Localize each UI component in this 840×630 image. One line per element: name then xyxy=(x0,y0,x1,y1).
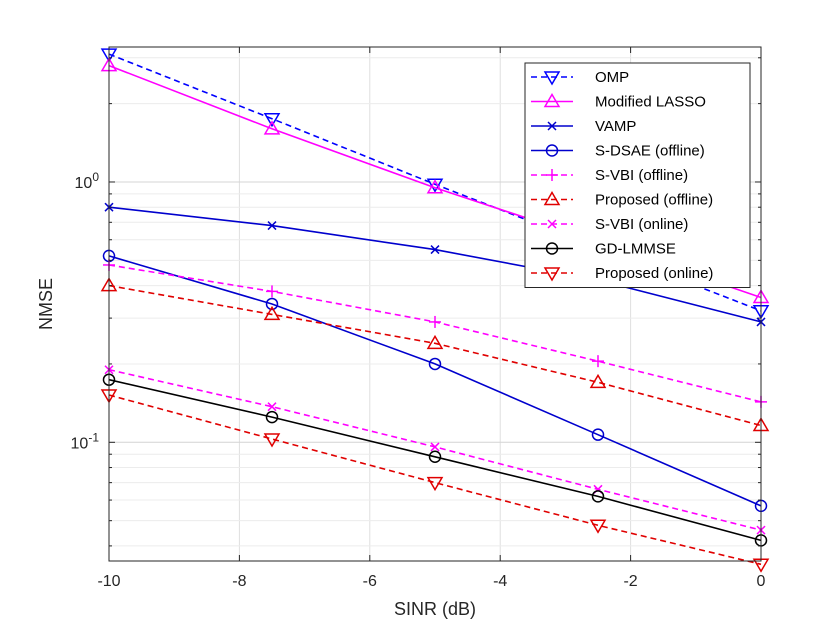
series-line xyxy=(108,378,762,542)
circle-marker xyxy=(265,297,279,311)
circle-marker xyxy=(265,410,279,424)
triangle-up-marker xyxy=(263,305,281,321)
circle-marker xyxy=(545,242,559,255)
legend-entry: S-VBI (online) xyxy=(531,216,688,233)
series-gd-lmmse xyxy=(102,373,768,547)
x-tick-label: 0 xyxy=(757,573,766,590)
legend-label: S-DSAE (offline) xyxy=(595,143,705,160)
triangle-up-marker xyxy=(263,120,281,135)
triangle-up-marker xyxy=(589,373,607,389)
triangle-up-marker xyxy=(543,191,561,206)
x-marker xyxy=(547,121,557,131)
legend-entry: Proposed (online) xyxy=(531,265,713,282)
x-tick-label: -4 xyxy=(493,573,507,590)
triangle-down-marker xyxy=(426,178,444,193)
triangle-up-marker xyxy=(426,334,444,350)
triangle-down-marker xyxy=(263,433,281,448)
triangle-down-marker xyxy=(589,519,607,534)
series-line xyxy=(108,255,762,507)
series-proposed-offline xyxy=(100,277,770,432)
triangle-up-marker xyxy=(426,179,444,194)
series-line xyxy=(108,284,762,427)
x-marker-stroke xyxy=(430,245,440,255)
plus-marker xyxy=(266,285,278,298)
y-tick-label: 100 xyxy=(75,170,100,192)
x-marker-stroke xyxy=(267,402,277,412)
x-tick-label: -8 xyxy=(232,573,246,590)
triangle-up-marker xyxy=(543,93,561,108)
legend-label: Modified LASSO xyxy=(595,94,706,111)
y-tick-base: 10 xyxy=(75,175,93,192)
x-marker-stroke xyxy=(547,219,557,229)
x-axis-label: SINR (dB) xyxy=(394,599,476,619)
plus-marker xyxy=(546,169,558,181)
x-marker xyxy=(430,442,440,452)
legend-box xyxy=(524,62,751,288)
circle-marker xyxy=(591,490,605,503)
circle-marker xyxy=(428,450,442,464)
x-tick-label: -2 xyxy=(623,573,637,590)
plus-marker xyxy=(429,315,441,328)
legend: OMP Modified LASSO VAMP S-DSAE (offline) S-V… xyxy=(524,62,751,288)
series-proposed-online xyxy=(100,389,770,573)
x-marker-stroke xyxy=(547,121,557,131)
plus-marker xyxy=(592,355,604,368)
y-tick-exponent: -1 xyxy=(88,430,99,444)
legend-label: Proposed (online) xyxy=(595,265,713,282)
series-line xyxy=(108,394,762,566)
legend-label: Proposed (offline) xyxy=(595,192,713,209)
circle-marker xyxy=(545,144,559,157)
circle-marker xyxy=(591,428,605,441)
legend-entry: GD-LMMSE xyxy=(531,241,676,258)
x-marker-stroke xyxy=(267,221,277,231)
x-marker xyxy=(430,245,440,255)
x-marker-stroke xyxy=(430,442,440,452)
triangle-down-marker xyxy=(543,71,561,86)
x-marker xyxy=(547,219,557,229)
legend-entry: Proposed (offline) xyxy=(531,191,713,209)
series-line xyxy=(108,368,762,531)
triangle-down-marker xyxy=(543,267,561,282)
legend-entry: S-DSAE (offline) xyxy=(531,143,705,160)
y-tick-label: 10-1 xyxy=(71,430,100,452)
y-axis-label: NMSE xyxy=(36,278,56,330)
series-s-dsae-offline xyxy=(102,249,768,513)
circle-marker xyxy=(428,357,442,371)
series-s-vbi-online xyxy=(104,365,766,535)
legend-entry: S-VBI (offline) xyxy=(531,167,688,184)
legend-label: S-VBI (online) xyxy=(595,216,688,233)
legend-entry: OMP xyxy=(531,69,629,86)
legend-label: S-VBI (offline) xyxy=(595,167,688,184)
legend-entry: Modified LASSO xyxy=(531,93,706,111)
y-tick-base: 10 xyxy=(71,435,89,452)
legend-label: VAMP xyxy=(595,118,636,135)
x-marker xyxy=(267,402,277,412)
x-tick-label: -10 xyxy=(97,573,120,590)
plot-area-frame xyxy=(108,46,762,562)
legend-label: GD-LMMSE xyxy=(595,241,676,258)
y-tick-exponent: 0 xyxy=(92,170,99,184)
x-marker xyxy=(267,221,277,231)
series-vamp xyxy=(104,202,766,327)
x-tick-label: -6 xyxy=(363,573,377,590)
legend-label: OMP xyxy=(595,69,629,86)
legend-entry: VAMP xyxy=(531,118,636,135)
triangle-down-marker xyxy=(426,476,444,492)
triangle-down-marker xyxy=(263,112,281,128)
